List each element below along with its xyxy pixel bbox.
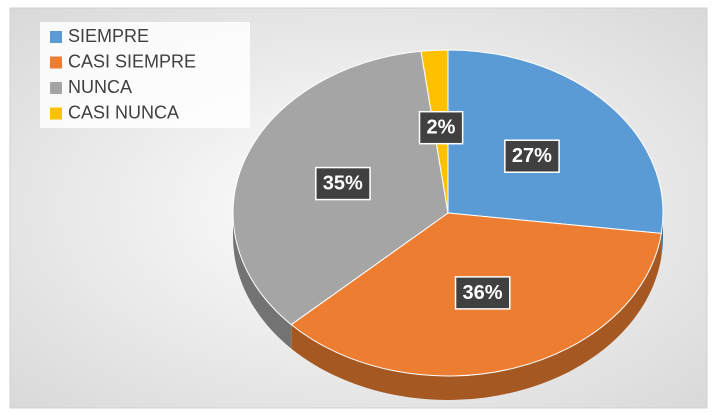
legend-swatch [50, 107, 62, 120]
legend-swatch [50, 31, 62, 43]
legend-swatch [50, 56, 62, 69]
legend-label: NUNCA [68, 77, 132, 97]
data-label-box [454, 276, 511, 310]
data-label-box [504, 139, 560, 173]
legend-box [40, 22, 250, 128]
data-label: 2% [427, 117, 456, 139]
data-label: 27% [512, 145, 552, 167]
legend-label: SIEMPRE [68, 26, 149, 46]
data-label: 36% [463, 282, 503, 304]
pie-slice-side [233, 213, 292, 349]
pie-slice-side [291, 233, 662, 400]
legend-label: CASI SIEMPRE [68, 51, 196, 71]
legend-label: CASI NUNCA [68, 102, 179, 122]
data-label-box [315, 166, 371, 201]
data-label: 35% [323, 173, 363, 195]
data-label-box [418, 110, 464, 145]
legend-swatch [50, 82, 62, 94]
